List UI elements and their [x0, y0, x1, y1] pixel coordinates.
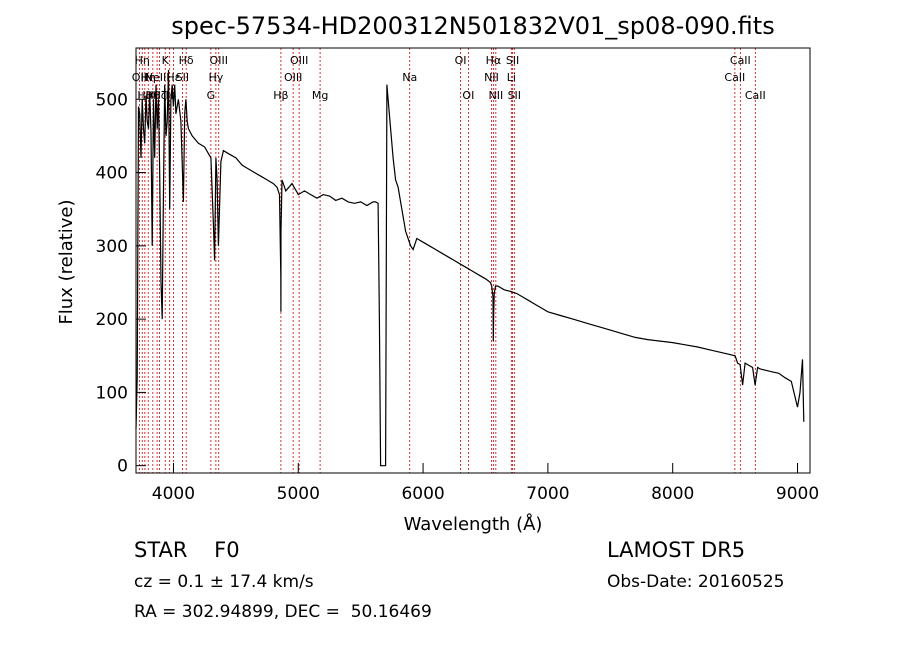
spectrum-line	[135, 69, 805, 467]
chart-title: spec-57534-HD200312N501832V01_sp08-090.f…	[171, 12, 774, 40]
spectral-line-label: OIII	[290, 54, 308, 67]
spectral-line-label: CaII	[745, 89, 766, 102]
spectral-line-label: Hδ	[179, 54, 194, 67]
spectral-line-label: Hβ	[273, 89, 288, 102]
y-axis-label: Flux (relative)	[56, 199, 77, 324]
spectral-line-label: OI	[462, 89, 474, 102]
spectral-line-label: OIII	[284, 71, 302, 84]
spectral-line-label: G	[207, 89, 216, 102]
spectral-line-label: Hθ	[137, 89, 152, 102]
coordinates: RA = 302.94899, DEC = 50.16469	[134, 602, 432, 622]
marker-lines-layer	[138, 48, 756, 473]
plot-frame	[135, 47, 811, 474]
spectral-line-label: SII	[506, 54, 519, 67]
spectral-line-label: Mg	[312, 89, 328, 102]
x-axis-ticks: 4000 5000 6000 7000 8000 9000	[152, 463, 819, 504]
spectral-line-label: Hγ	[208, 71, 223, 84]
object-class: STAR F0	[134, 538, 240, 562]
spectral-line-label: CaII	[724, 71, 745, 84]
y-tick-label: 100	[96, 383, 128, 403]
x-tick-label: 4000	[152, 484, 195, 504]
spectral-line-label: CaII	[730, 54, 751, 67]
y-axis-ticks: 0 100 200 300 400 500	[96, 90, 146, 477]
observation-date: Obs-Date: 20160525	[607, 572, 785, 592]
marker-labels-layer: OIIHηHθHηHθNeIIIHζKHHεSIIHδGHγOIIIHβOIII…	[132, 54, 766, 102]
spectral-line-label: OI	[455, 54, 467, 67]
spectral-line-label: Hε	[166, 71, 180, 84]
y-tick-label: 400	[96, 164, 128, 184]
spectral-line-label: Hη	[135, 54, 150, 67]
x-tick-label: 6000	[401, 484, 444, 504]
x-axis-label: Wavelength (Å)	[404, 513, 543, 535]
spectral-line-label: NeIII	[145, 71, 170, 84]
x-tick-label: 8000	[651, 484, 694, 504]
spectral-line-label: OIII	[210, 54, 228, 67]
spectral-line-label: Na	[402, 71, 417, 84]
spectral-line-label: NII	[488, 89, 503, 102]
redshift-value: cz = 0.1 ± 17.4 km/s	[134, 572, 314, 592]
x-tick-label: 9000	[776, 484, 819, 504]
y-tick-label: 500	[96, 90, 128, 110]
x-tick-label: 5000	[277, 484, 320, 504]
spectral-line-label: SII	[176, 71, 189, 84]
x-tick-label: 7000	[526, 484, 569, 504]
spectral-line-label: Hα	[486, 54, 502, 67]
spectral-line-label: SII	[508, 89, 521, 102]
y-tick-label: 200	[96, 310, 128, 330]
spectral-line-label: H	[166, 89, 174, 102]
y-tick-label: 300	[96, 237, 128, 257]
y-tick-label: 0	[117, 457, 128, 477]
spectral-line-label: Hη	[141, 71, 156, 84]
spectral-line-label: NII	[484, 71, 499, 84]
spectral-line-label: Li	[507, 71, 516, 84]
survey-name: LAMOST DR5	[607, 538, 746, 562]
spectral-line-label: K	[162, 54, 170, 67]
